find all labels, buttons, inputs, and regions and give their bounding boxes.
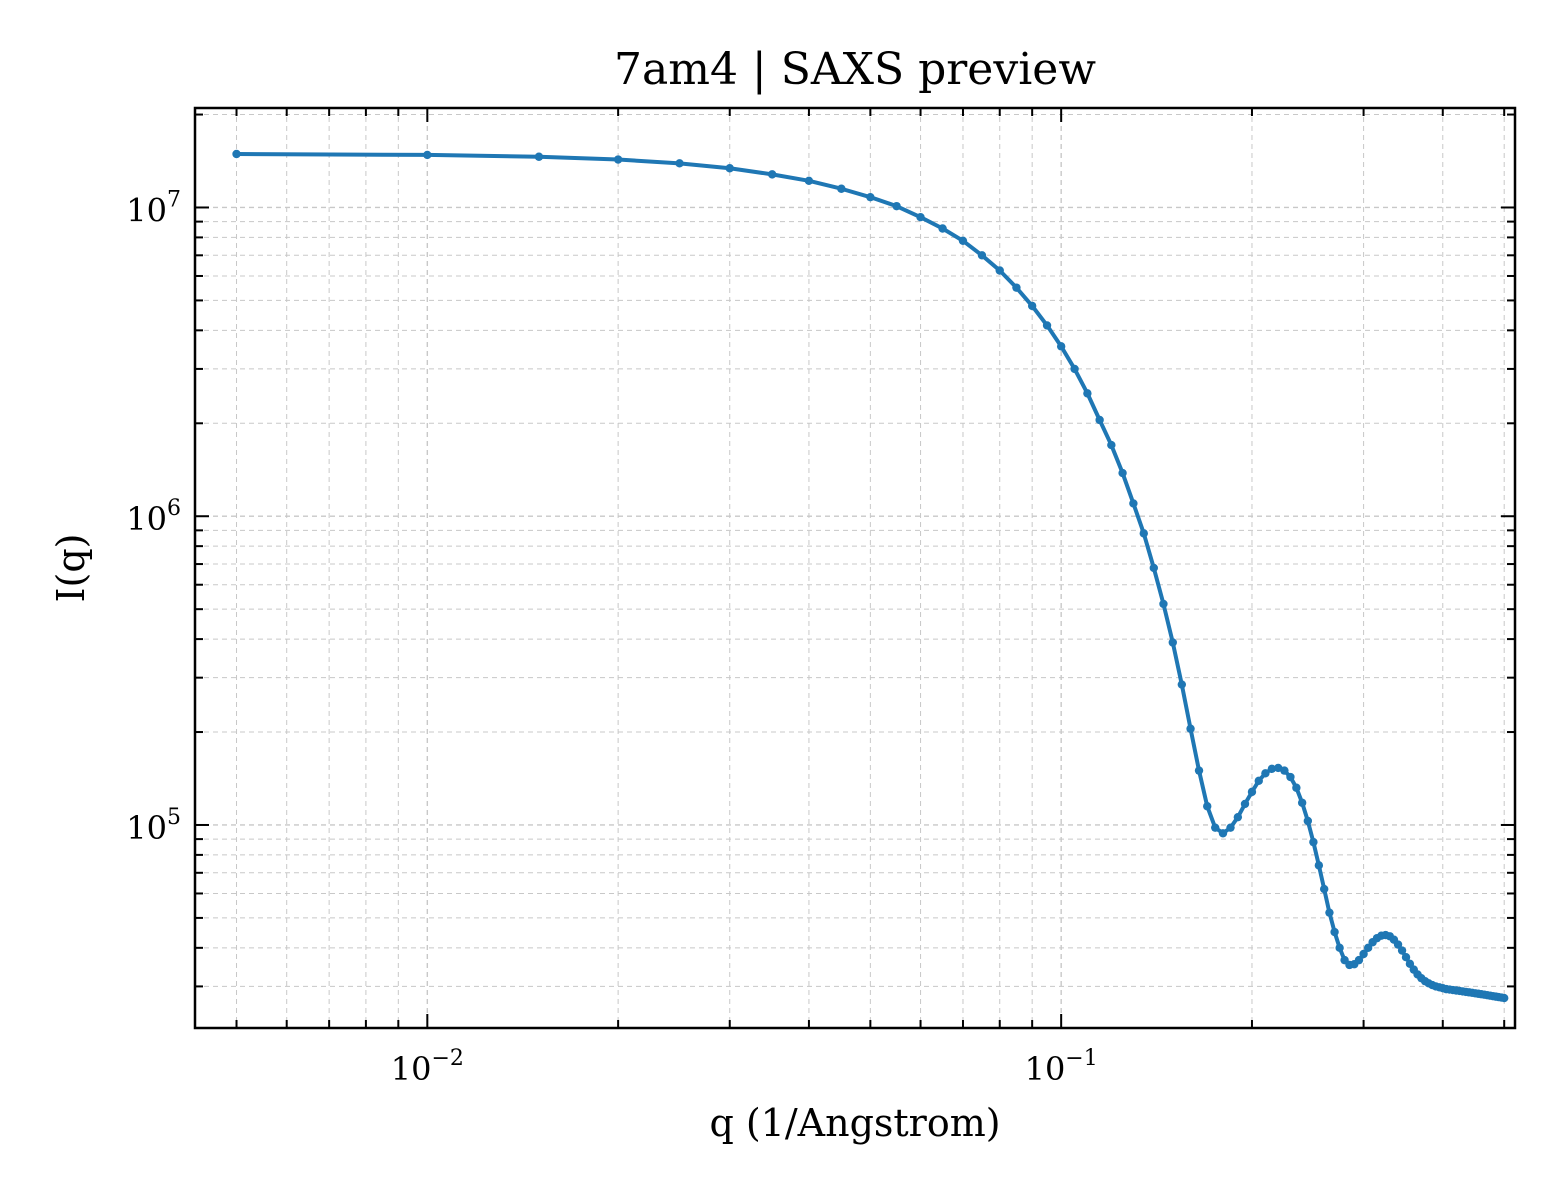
data-point xyxy=(1095,415,1104,425)
data-point xyxy=(1203,802,1212,811)
data-point xyxy=(1247,787,1257,797)
data-point xyxy=(1309,837,1318,847)
data-point xyxy=(1159,599,1168,609)
data-point xyxy=(1359,949,1368,959)
data-point xyxy=(1267,764,1277,774)
data-point xyxy=(1280,766,1289,775)
data-point xyxy=(1233,812,1243,822)
data-point xyxy=(866,192,875,202)
y-tick-label: 105 xyxy=(126,805,181,847)
data-point xyxy=(1261,769,1270,778)
data-point xyxy=(1139,529,1148,538)
data-point xyxy=(423,150,432,160)
data-point xyxy=(1240,799,1250,809)
data-point xyxy=(1314,861,1324,870)
data-point xyxy=(1286,772,1295,782)
data-point xyxy=(1393,940,1403,949)
data-point xyxy=(804,176,814,186)
data-point xyxy=(977,251,987,260)
data-point xyxy=(1363,943,1373,953)
data-point xyxy=(1149,563,1158,573)
data-point xyxy=(1083,389,1092,398)
data-point xyxy=(1292,783,1301,792)
data-point xyxy=(1118,468,1127,478)
data-point xyxy=(1226,823,1235,832)
data-point xyxy=(1218,829,1228,838)
data-point xyxy=(725,164,734,173)
data-point xyxy=(1500,993,1509,1003)
grid-lines xyxy=(195,108,1515,1028)
data-point xyxy=(1397,946,1407,955)
axis-ticks xyxy=(195,108,1515,1028)
data-point xyxy=(938,224,947,233)
data-point xyxy=(1042,321,1052,330)
y-tick-label: 106 xyxy=(126,496,181,538)
data-point xyxy=(1330,927,1339,937)
data-point xyxy=(1129,499,1138,508)
data-point xyxy=(1107,440,1116,450)
data-point xyxy=(1186,724,1195,733)
tick-labels: 10−2 10−1 105 106 107 xyxy=(126,187,1097,1088)
y-axis-label: I(q) xyxy=(49,534,93,603)
data-point xyxy=(837,184,846,193)
data-point xyxy=(1354,955,1364,965)
data-point xyxy=(613,155,623,164)
x-axis-label: q (1/Angstrom) xyxy=(709,1101,1000,1145)
data-point xyxy=(1319,884,1329,894)
data-point xyxy=(892,201,901,211)
data-point xyxy=(1194,766,1204,775)
data-point xyxy=(1401,953,1411,962)
data-point xyxy=(767,170,777,179)
data-point xyxy=(958,236,968,245)
x-tick-label: 10−1 xyxy=(1025,1046,1098,1088)
data-point xyxy=(995,266,1004,275)
data-point xyxy=(1168,638,1177,647)
data-series xyxy=(232,149,1509,1003)
data-point xyxy=(1027,301,1037,311)
y-tick-label: 107 xyxy=(126,187,181,229)
data-point xyxy=(534,152,544,161)
chart-title: 7am4 | SAXS preview xyxy=(614,44,1096,95)
data-point xyxy=(1303,816,1313,826)
data-point xyxy=(232,149,241,159)
data-point xyxy=(1325,908,1334,917)
data-point xyxy=(1177,680,1187,689)
plot-frame xyxy=(193,106,1517,1030)
data-point xyxy=(1211,823,1220,832)
data-point xyxy=(1297,798,1307,807)
data-point xyxy=(1056,342,1066,351)
data-point xyxy=(916,213,925,222)
data-point xyxy=(1070,364,1079,374)
data-point xyxy=(1335,943,1344,953)
x-tick-label: 10−2 xyxy=(391,1046,464,1088)
data-point xyxy=(1254,776,1263,786)
data-point xyxy=(1012,283,1021,292)
data-point xyxy=(675,159,684,168)
